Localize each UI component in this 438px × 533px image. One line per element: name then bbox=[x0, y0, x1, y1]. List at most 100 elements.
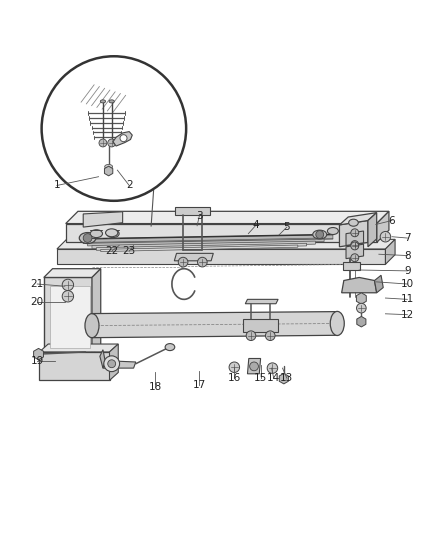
Polygon shape bbox=[34, 349, 43, 360]
Polygon shape bbox=[174, 253, 213, 261]
Text: 5: 5 bbox=[283, 222, 290, 232]
Text: 21: 21 bbox=[31, 279, 44, 289]
Circle shape bbox=[351, 254, 359, 262]
Polygon shape bbox=[339, 213, 377, 225]
Circle shape bbox=[99, 139, 107, 147]
Text: 22: 22 bbox=[105, 246, 118, 256]
Polygon shape bbox=[385, 239, 395, 264]
Text: 23: 23 bbox=[123, 246, 136, 256]
Polygon shape bbox=[343, 262, 360, 270]
Text: 2: 2 bbox=[126, 181, 133, 190]
Polygon shape bbox=[374, 275, 383, 293]
Circle shape bbox=[108, 360, 116, 368]
Text: 19: 19 bbox=[31, 356, 44, 366]
Polygon shape bbox=[92, 241, 315, 248]
Text: 1: 1 bbox=[53, 181, 60, 190]
Circle shape bbox=[250, 362, 258, 371]
Circle shape bbox=[357, 303, 366, 313]
Circle shape bbox=[246, 331, 256, 341]
Polygon shape bbox=[57, 239, 395, 249]
Polygon shape bbox=[357, 317, 366, 327]
Polygon shape bbox=[92, 311, 337, 338]
Polygon shape bbox=[83, 235, 333, 243]
Text: 17: 17 bbox=[193, 379, 206, 390]
Polygon shape bbox=[357, 293, 366, 304]
Circle shape bbox=[104, 356, 120, 372]
Text: 10: 10 bbox=[401, 279, 414, 289]
Polygon shape bbox=[100, 350, 105, 368]
Polygon shape bbox=[377, 211, 389, 243]
Text: 3: 3 bbox=[196, 211, 203, 221]
Polygon shape bbox=[101, 245, 298, 252]
Circle shape bbox=[380, 231, 391, 242]
Ellipse shape bbox=[107, 230, 119, 238]
Polygon shape bbox=[39, 352, 110, 381]
Text: 13: 13 bbox=[280, 373, 293, 383]
Ellipse shape bbox=[79, 232, 96, 244]
Polygon shape bbox=[368, 213, 377, 247]
Ellipse shape bbox=[85, 313, 99, 338]
Polygon shape bbox=[57, 249, 385, 264]
Ellipse shape bbox=[90, 230, 102, 238]
Polygon shape bbox=[346, 244, 364, 259]
Circle shape bbox=[198, 257, 207, 267]
Circle shape bbox=[351, 241, 359, 248]
Ellipse shape bbox=[109, 100, 114, 103]
Polygon shape bbox=[44, 269, 101, 278]
Polygon shape bbox=[245, 300, 278, 304]
Text: 18: 18 bbox=[149, 382, 162, 392]
Ellipse shape bbox=[106, 229, 118, 237]
Ellipse shape bbox=[165, 344, 175, 351]
Ellipse shape bbox=[349, 219, 358, 226]
Polygon shape bbox=[110, 344, 118, 381]
Text: 4: 4 bbox=[253, 220, 260, 230]
Text: 20: 20 bbox=[31, 296, 44, 306]
Circle shape bbox=[120, 135, 127, 142]
Polygon shape bbox=[83, 212, 123, 227]
Circle shape bbox=[42, 56, 186, 201]
Text: 9: 9 bbox=[404, 266, 411, 276]
Polygon shape bbox=[88, 238, 324, 246]
Ellipse shape bbox=[330, 311, 344, 335]
Ellipse shape bbox=[327, 228, 338, 235]
Polygon shape bbox=[247, 359, 261, 374]
Polygon shape bbox=[66, 223, 377, 243]
Ellipse shape bbox=[105, 165, 113, 169]
Ellipse shape bbox=[100, 100, 106, 103]
Circle shape bbox=[62, 279, 74, 290]
Text: 12: 12 bbox=[401, 310, 414, 320]
Circle shape bbox=[83, 233, 92, 243]
Circle shape bbox=[62, 290, 74, 302]
Circle shape bbox=[351, 229, 359, 237]
Polygon shape bbox=[279, 374, 288, 384]
Polygon shape bbox=[50, 286, 90, 348]
Circle shape bbox=[351, 242, 359, 250]
Text: 8: 8 bbox=[404, 251, 411, 261]
Text: 11: 11 bbox=[401, 294, 414, 304]
Polygon shape bbox=[66, 211, 389, 223]
Polygon shape bbox=[103, 361, 136, 368]
Polygon shape bbox=[96, 243, 307, 251]
Polygon shape bbox=[243, 319, 278, 332]
Text: 14: 14 bbox=[267, 373, 280, 383]
Circle shape bbox=[108, 139, 116, 147]
Ellipse shape bbox=[313, 230, 327, 239]
Polygon shape bbox=[175, 207, 210, 215]
Circle shape bbox=[267, 363, 278, 374]
Circle shape bbox=[316, 231, 324, 238]
Text: 7: 7 bbox=[404, 233, 411, 243]
Text: 16: 16 bbox=[228, 373, 241, 383]
Text: 6: 6 bbox=[389, 215, 396, 225]
Circle shape bbox=[229, 362, 240, 373]
Polygon shape bbox=[104, 166, 113, 176]
Polygon shape bbox=[113, 132, 132, 146]
Circle shape bbox=[178, 257, 188, 267]
Circle shape bbox=[265, 331, 275, 341]
Text: 15: 15 bbox=[254, 373, 267, 383]
Polygon shape bbox=[44, 278, 92, 354]
Polygon shape bbox=[39, 344, 118, 352]
Polygon shape bbox=[92, 269, 101, 354]
Polygon shape bbox=[339, 221, 368, 247]
Polygon shape bbox=[346, 231, 364, 246]
Polygon shape bbox=[342, 278, 377, 293]
